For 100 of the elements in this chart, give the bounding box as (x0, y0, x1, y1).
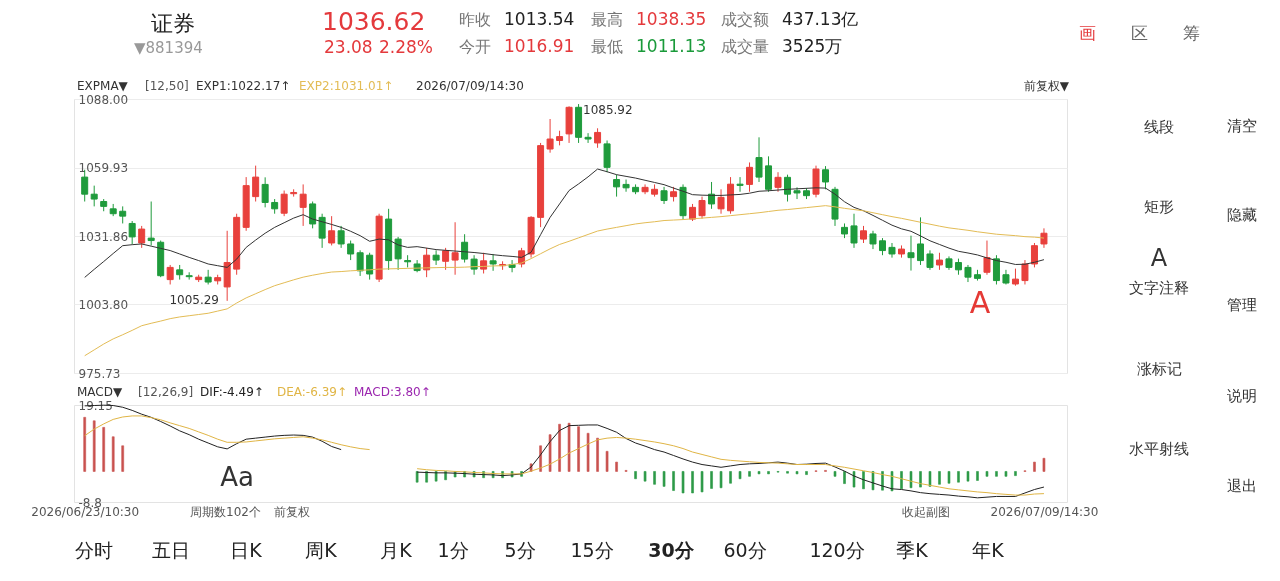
text: 1013.54 (504, 9, 575, 29)
candlestick (774, 171, 782, 193)
bar (425, 471, 428, 483)
candlestick (318, 213, 326, 249)
y-tick-label: 1088.00 (78, 92, 129, 107)
bar (672, 471, 675, 491)
text: 画 (1078, 23, 1096, 43)
candlestick (765, 155, 773, 193)
bar (577, 426, 580, 472)
text: 退出 (1227, 477, 1257, 495)
text: 筹 (1182, 23, 1200, 43)
bar (653, 471, 656, 485)
bar (843, 471, 846, 484)
text: EXP2:1031.01↑ (299, 79, 394, 93)
y-tick-label: 1003.80 (78, 297, 129, 312)
bar (662, 471, 666, 487)
candlestick (584, 132, 592, 144)
text: 年K (972, 539, 1005, 561)
text: [12,26,9] (138, 385, 194, 399)
text: 前复权 (274, 505, 310, 519)
candlestick (622, 179, 630, 193)
bar (1042, 457, 1046, 472)
text: 区 (1130, 23, 1148, 43)
text: 15分 (570, 539, 614, 561)
bar (586, 432, 590, 472)
bar (748, 471, 751, 477)
candlestick (736, 176, 744, 193)
bar (634, 471, 637, 480)
candlestick (926, 249, 934, 271)
candlestick (347, 240, 355, 261)
candlestick (888, 242, 896, 259)
candlestick (746, 161, 754, 193)
bar (729, 471, 732, 484)
bar (111, 436, 115, 472)
candlestick (1030, 242, 1038, 268)
bar (681, 471, 685, 494)
text: 60分 (723, 539, 767, 561)
candlestick (280, 190, 288, 217)
text: 说明 (1227, 387, 1257, 405)
candlestick (252, 165, 260, 202)
candlestick (147, 201, 155, 246)
text: 1036.62 (322, 7, 426, 36)
text: 437.13亿 (782, 9, 859, 29)
bar (700, 471, 704, 493)
candlestick (461, 233, 469, 264)
candlestick (309, 201, 317, 229)
bar (1004, 471, 1008, 477)
text: 水平射线 (1129, 440, 1189, 458)
candlestick (90, 185, 98, 207)
candlestick (755, 136, 763, 183)
text: 季K (896, 539, 929, 561)
text: DIF:-4.49↑ (200, 385, 264, 399)
text: 30分 (648, 539, 695, 561)
bar (919, 471, 922, 488)
bar (605, 451, 609, 472)
candlestick (1021, 259, 1029, 285)
bar (795, 471, 799, 475)
annotation: 1005.29 (169, 293, 219, 307)
candlestick (442, 247, 450, 271)
bar (719, 471, 723, 489)
bar (805, 471, 808, 475)
candlestick (992, 254, 1000, 285)
text: 成交额 (721, 10, 769, 29)
bar (643, 471, 647, 482)
y-tick-label: 1059.93 (78, 161, 129, 176)
text: 23.08 (324, 37, 373, 57)
candlestick (850, 213, 858, 249)
text: 120分 (809, 539, 865, 561)
bar (567, 422, 571, 472)
candlestick (299, 183, 307, 227)
text: 1016.91 (504, 36, 575, 56)
candlestick (261, 176, 269, 208)
text: 线段 (1144, 118, 1174, 136)
text: EXP1:1022.17↑ (196, 79, 291, 93)
bar (691, 471, 694, 494)
candlestick (337, 225, 345, 249)
candlestick (546, 118, 554, 154)
candlestick (708, 181, 716, 210)
bar (738, 471, 742, 480)
text: 2.28% (379, 37, 434, 57)
bar (833, 471, 837, 477)
bar (121, 445, 124, 472)
text: 1011.13 (636, 36, 707, 56)
candlestick (698, 196, 706, 220)
candlestick (128, 220, 136, 245)
candlestick (793, 186, 801, 200)
text: 隐藏 (1227, 206, 1257, 224)
candlestick (603, 139, 611, 173)
bar (909, 471, 913, 489)
text: DEA:-6.39↑ (277, 385, 347, 399)
bar (83, 417, 86, 472)
text: 周K (305, 539, 338, 561)
text: 证券 (151, 11, 195, 36)
text: 成交量 (721, 37, 769, 56)
bar (995, 471, 998, 477)
text: MACD▼ (77, 385, 123, 399)
text: A (1150, 244, 1168, 272)
text: 涨标记 (1136, 360, 1182, 378)
text: 2026/07/09/14:30 (416, 79, 524, 93)
bar (615, 461, 618, 472)
